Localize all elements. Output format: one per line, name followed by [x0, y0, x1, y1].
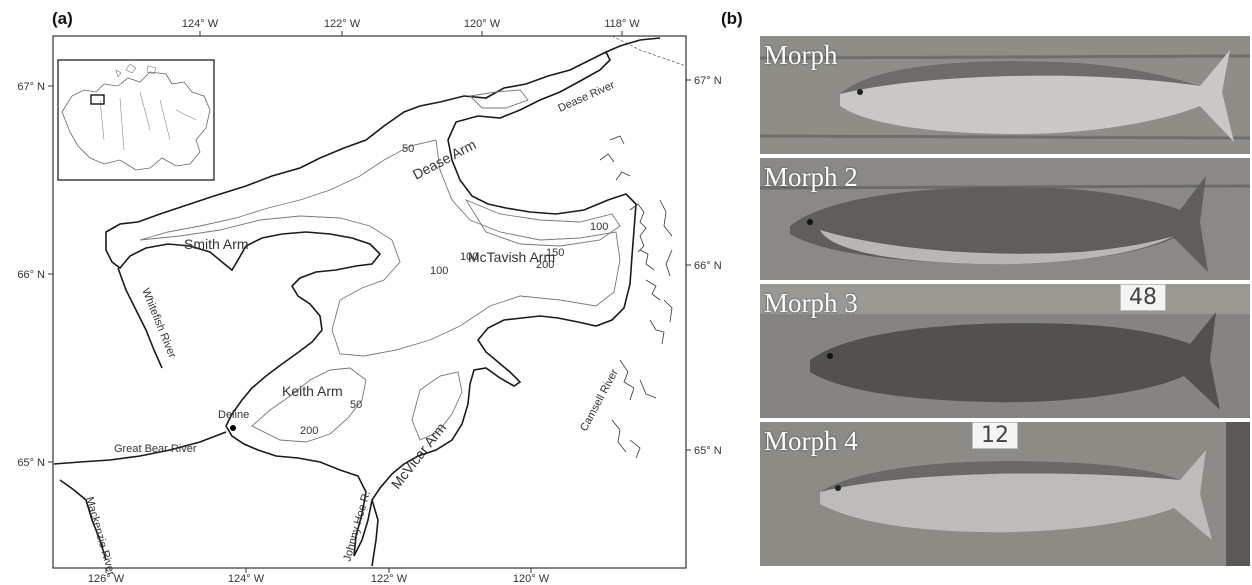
depth-label: 150 [546, 247, 564, 259]
place-mctavish-arm: McTavish Arm [468, 249, 555, 265]
lon-tick-top: 124° W [182, 18, 219, 30]
depth-contours [139, 89, 621, 443]
depth-label: 50 [402, 143, 414, 155]
inset-canada-map [57, 59, 215, 181]
panel-a-label: (a) [52, 9, 73, 28]
place-smith-arm: Smith Arm [184, 236, 249, 252]
lake-map: 124° W 122° W 120° W 118° W 126° W 124° … [17, 18, 722, 585]
morph-4-label: Morph 4 [764, 426, 858, 456]
east-shore-islands [599, 135, 673, 459]
lon-tick-bottom: 124° W [228, 573, 265, 585]
inset-location-box [90, 94, 105, 105]
place-keith-arm: Keith Arm [282, 383, 343, 399]
lat-tick-right: 65° N [694, 445, 722, 457]
photo-morph-2: Morph 2 [760, 158, 1250, 280]
specimen-tag-4: 12 [972, 422, 1018, 449]
depth-label: 100 [430, 265, 448, 277]
specimen-tag-3: 48 [1120, 284, 1166, 311]
photo-morph-1: Morph [760, 36, 1250, 154]
lat-tick-right: 66° N [694, 260, 722, 272]
graticule-ticks [48, 31, 691, 573]
lat-tick-right: 67° N [694, 75, 722, 87]
fish-photos-panel: Morph Morph 2 48 Morph 3 12 Mor [760, 36, 1250, 566]
territory-boundary [611, 35, 687, 67]
lake-shoreline [105, 50, 637, 557]
depth-label: 200 [300, 425, 318, 437]
lon-tick-bottom: 126° W [88, 573, 125, 585]
morph-2-label: Morph 2 [764, 162, 858, 192]
lon-tick-bottom: 122° W [371, 573, 408, 585]
photo-morph-4: 12 Morph 4 [760, 422, 1250, 566]
panel-b-label: (b) [721, 9, 743, 28]
lon-tick-top: 122° W [324, 18, 361, 30]
lat-tick-left: 65° N [17, 457, 45, 469]
lon-tick-top: 118° W [604, 18, 640, 30]
lon-tick-bottom: 120° W [513, 573, 550, 585]
place-great-bear-river: Great Bear River [114, 443, 197, 455]
lat-tick-left: 66° N [17, 269, 45, 281]
depth-label: 100 [460, 251, 478, 263]
lon-tick-top: 120° W [464, 18, 501, 30]
lat-tick-left: 67° N [17, 81, 45, 93]
deline-point [230, 425, 236, 431]
morph-1-label: Morph [764, 40, 838, 70]
photo-morph-3: 48 Morph 3 [760, 284, 1250, 418]
rivers [53, 37, 661, 567]
depth-label: 50 [350, 399, 362, 411]
place-deline: Deline [218, 409, 249, 421]
morph-3-label: Morph 3 [764, 288, 858, 318]
depth-label: 100 [590, 221, 608, 233]
depth-label: 200 [536, 259, 554, 271]
